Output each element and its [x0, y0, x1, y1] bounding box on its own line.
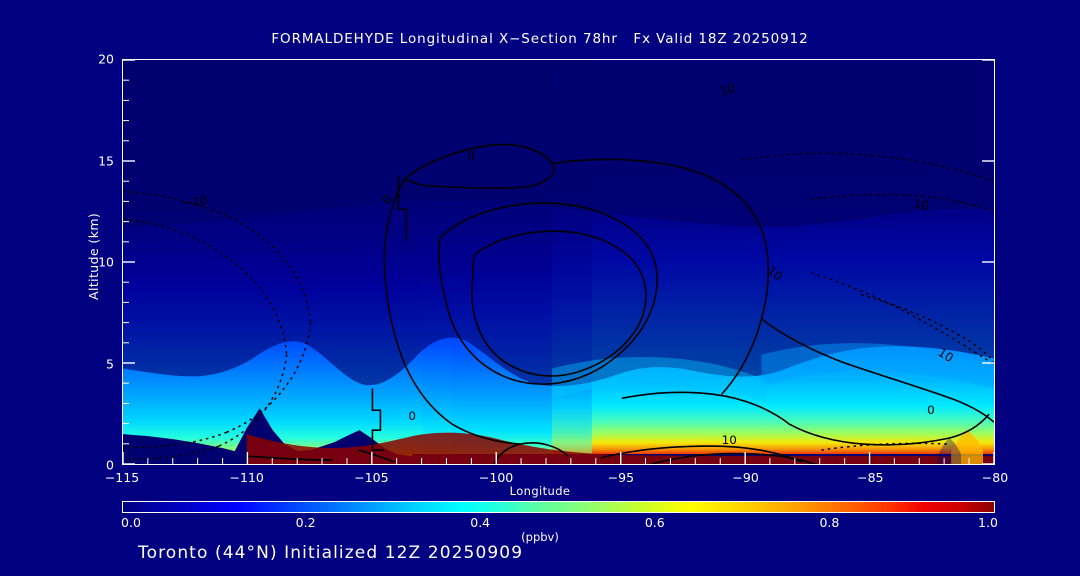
- y-tick-label-5: 5: [106, 356, 114, 371]
- x-tick-label-m110: −110: [229, 470, 264, 485]
- contour-field: −10 0 0 10 10 10 10 10 0 0: [123, 60, 994, 464]
- x-tick-label-m95: −95: [607, 470, 635, 485]
- y-tick-label-15: 15: [98, 153, 114, 168]
- x-tick-label-m115: −115: [104, 470, 140, 485]
- y-axis-title: Altitude (km): [86, 212, 101, 300]
- colorbar-tick-4: 0.8: [819, 515, 840, 530]
- contour-label: 0: [467, 149, 475, 163]
- y-tick-label-10: 10: [98, 254, 114, 270]
- x-tick-label-m100: −100: [478, 470, 514, 485]
- colorbar-unit-label: (ppbv): [521, 530, 559, 544]
- colorbar-tick-0: 0.0: [121, 515, 141, 530]
- y-tick-label-0: 0: [106, 457, 114, 473]
- colorbar-gradient: [122, 501, 995, 513]
- colorbar-tick-3: 0.6: [644, 515, 665, 530]
- x-tick-label-m105: −105: [354, 470, 389, 485]
- x-tick-label-m85: −85: [857, 470, 884, 485]
- contour-label: 10: [722, 433, 737, 447]
- y-tick-label-20: 20: [98, 51, 114, 67]
- cross-section-svg: −10 0 0 10 10 10 10 10 0 0: [123, 60, 994, 464]
- surface-high-layer: [246, 432, 994, 464]
- plot-area: −10 0 0 10 10 10 10 10 0 0: [122, 59, 995, 465]
- contour-lines-dashed: [123, 152, 994, 461]
- colorbar-tick-5: 1.0: [978, 515, 998, 530]
- x-tick-label-m80: −80: [981, 470, 1009, 485]
- x-tick-label-m90: −90: [732, 470, 759, 485]
- contour-label: 0: [927, 403, 935, 417]
- chart-title: FORMALDEHYDE Longitudinal X−Section 78hr…: [271, 31, 809, 47]
- contour-label: 10: [913, 196, 930, 212]
- contour-label: 10: [718, 81, 737, 99]
- colorbar: [122, 501, 995, 513]
- colorbar-tick-1: 0.2: [295, 515, 316, 530]
- contour-label: 0: [408, 409, 416, 423]
- colorbar-tick-2: 0.4: [470, 515, 491, 530]
- figure-footer: Toronto (44°N) Initialized 12Z 20250909: [138, 543, 524, 563]
- contour-label: 10: [936, 345, 956, 365]
- contour-label: −10: [181, 193, 208, 210]
- tick-marks: [123, 60, 994, 464]
- contour-lines-solid: [246, 143, 994, 464]
- x-axis-title: Longitude: [509, 484, 571, 498]
